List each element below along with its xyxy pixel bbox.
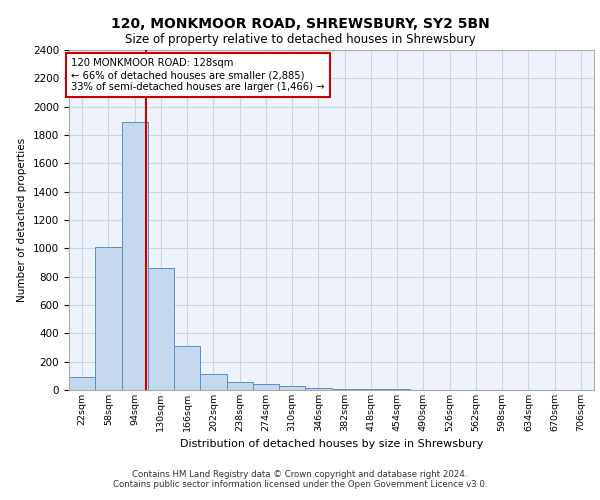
Bar	[148, 268, 174, 390]
Text: 120, MONKMOOR ROAD, SHREWSBURY, SY2 5BN: 120, MONKMOOR ROAD, SHREWSBURY, SY2 5BN	[110, 18, 490, 32]
Bar	[253, 384, 279, 390]
Bar	[331, 389, 358, 390]
Bar	[200, 374, 227, 390]
Bar	[227, 382, 253, 390]
Text: Contains HM Land Registry data © Crown copyright and database right 2024.
Contai: Contains HM Land Registry data © Crown c…	[113, 470, 487, 489]
Bar	[305, 388, 331, 390]
Bar	[121, 122, 148, 390]
Bar	[279, 386, 305, 390]
Text: Size of property relative to detached houses in Shrewsbury: Size of property relative to detached ho…	[125, 32, 475, 46]
X-axis label: Distribution of detached houses by size in Shrewsbury: Distribution of detached houses by size …	[180, 440, 483, 450]
Text: 120 MONKMOOR ROAD: 128sqm
← 66% of detached houses are smaller (2,885)
33% of se: 120 MONKMOOR ROAD: 128sqm ← 66% of detac…	[71, 58, 325, 92]
Bar	[69, 377, 95, 390]
Bar	[95, 247, 121, 390]
Y-axis label: Number of detached properties: Number of detached properties	[17, 138, 28, 302]
Bar	[174, 346, 200, 390]
